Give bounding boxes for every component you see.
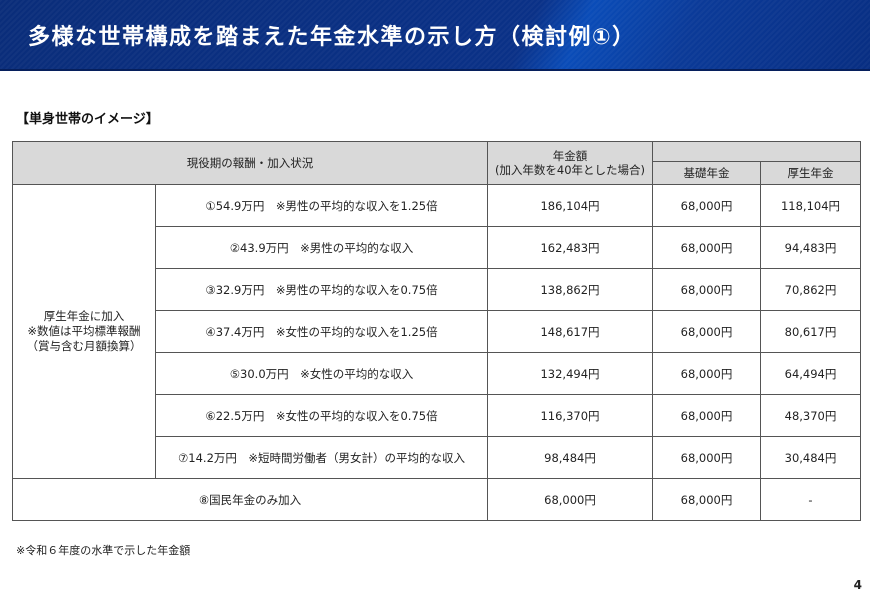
total-cell: 132,494円: [487, 352, 653, 395]
profile-cell: ①54.9万円 ※男性の平均的な収入を1.25倍: [155, 184, 488, 227]
group-label-line: （賞与含む月額換算）: [26, 339, 142, 353]
section-subtitle: 【単身世帯のイメージ】: [16, 112, 159, 127]
basic-cell: 68,000円: [652, 352, 761, 395]
pension-table: 現役期の報酬・加入状況 年金額 (加入年数を40年とした場合) 基礎年金 厚生年…: [12, 141, 861, 521]
group-label-line: ※数値は平均標準報酬: [27, 324, 141, 338]
profile-cell: ⑥22.5万円 ※女性の平均的な収入を0.75倍: [155, 394, 488, 437]
employee-cell: 80,617円: [760, 310, 861, 353]
page-number: 4: [853, 578, 862, 592]
header-row: 現役期の報酬・加入状況 年金額 (加入年数を40年とした場合): [12, 141, 861, 185]
header-amount: 年金額 (加入年数を40年とした場合): [487, 141, 653, 185]
employee-cell: 94,483円: [760, 226, 861, 269]
employee-cell: 70,862円: [760, 268, 861, 311]
table-row-national-pension: ⑧国民年金のみ加入 68,000円 68,000円 -: [12, 478, 861, 521]
employee-cell: 64,494円: [760, 352, 861, 395]
basic-cell: 68,000円: [652, 184, 761, 227]
header-breakdown-spacer: [652, 141, 861, 162]
total-cell: 116,370円: [487, 394, 653, 437]
group-label-line: 厚生年金に加入: [43, 309, 125, 323]
header-amount-label: 年金額: [552, 149, 588, 163]
profile-cell: ③32.9万円 ※男性の平均的な収入を0.75倍: [155, 268, 488, 311]
header-basic-pension: 基礎年金: [652, 161, 761, 185]
table-row: ⑥22.5万円 ※女性の平均的な収入を0.75倍 116,370円 68,000…: [13, 394, 861, 437]
header-employee-pension: 厚生年金: [760, 161, 861, 185]
basic-cell: 68,000円: [652, 226, 761, 269]
total-cell: 98,484円: [487, 436, 653, 479]
table-row: ②43.9万円 ※男性の平均的な収入 162,483円 68,000円 94,4…: [13, 226, 861, 269]
basic-cell: 68,000円: [652, 436, 761, 479]
table-row: ⑤30.0万円 ※女性の平均的な収入 132,494円 68,000円 64,4…: [13, 352, 861, 395]
basic-cell: 68,000円: [652, 478, 761, 521]
basic-cell: 68,000円: [652, 394, 761, 437]
table-row: 厚生年金に加入 ※数値は平均標準報酬 （賞与含む月額換算） ①54.9万円 ※男…: [12, 184, 861, 479]
employee-cell: -: [760, 478, 861, 521]
profile-cell: ⑤30.0万円 ※女性の平均的な収入: [155, 352, 488, 395]
employee-cell: 30,484円: [760, 436, 861, 479]
employee-cell: 118,104円: [760, 184, 861, 227]
header-status: 現役期の報酬・加入状況: [12, 141, 488, 185]
table-row: ③32.9万円 ※男性の平均的な収入を0.75倍 138,862円 68,000…: [13, 268, 861, 311]
basic-cell: 68,000円: [652, 268, 761, 311]
total-cell: 68,000円: [487, 478, 653, 521]
header-amount-note: (加入年数を40年とした場合): [494, 163, 646, 177]
employee-cell: 48,370円: [760, 394, 861, 437]
profile-cell: ④37.4万円 ※女性の平均的な収入を1.25倍: [155, 310, 488, 353]
national-pension-label: ⑧国民年金のみ加入: [12, 478, 488, 521]
title-bar: 多様な世帯構成を踏まえた年金水準の示し方（検討例①）: [0, 0, 870, 71]
basic-cell: 68,000円: [652, 310, 761, 353]
group-label-employee-pension: 厚生年金に加入 ※数値は平均標準報酬 （賞与含む月額換算）: [12, 184, 156, 479]
total-cell: 162,483円: [487, 226, 653, 269]
profile-cell: ②43.9万円 ※男性の平均的な収入: [155, 226, 488, 269]
page-title: 多様な世帯構成を踏まえた年金水準の示し方（検討例①）: [28, 25, 636, 50]
header-subrow: 基礎年金 厚生年金: [13, 161, 861, 185]
footnote: ※令和６年度の水準で示した年金額: [16, 544, 191, 557]
total-cell: 148,617円: [487, 310, 653, 353]
total-cell: 138,862円: [487, 268, 653, 311]
total-cell: 186,104円: [487, 184, 653, 227]
profile-cell: ⑦14.2万円 ※短時間労働者（男女計）の平均的な収入: [155, 436, 488, 479]
